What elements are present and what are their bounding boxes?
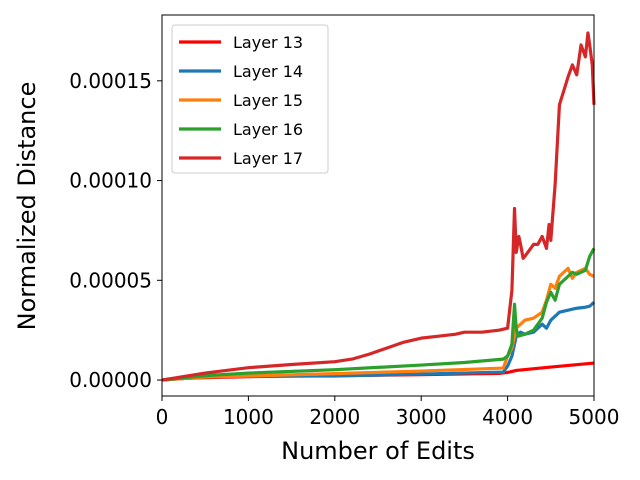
x-axis: 0 1000 2000 3000 4000 5000 bbox=[156, 396, 620, 429]
x-tick-label: 5000 bbox=[569, 405, 620, 429]
series-line-layer-17 bbox=[161, 31, 596, 382]
legend-label: Layer 17 bbox=[233, 149, 303, 168]
y-tick-label: 0.00015 bbox=[69, 69, 152, 93]
x-tick-label: 0 bbox=[156, 405, 169, 429]
x-tick-label: 4000 bbox=[482, 405, 533, 429]
legend-box bbox=[171, 24, 329, 174]
y-tick-label: 0.00000 bbox=[69, 368, 152, 392]
legend-label: Layer 13 bbox=[233, 33, 303, 52]
y-tick-label: 0.00010 bbox=[69, 169, 152, 193]
plot-frame bbox=[161, 14, 595, 397]
y-axis: 0.00000 0.00005 0.00010 0.00015 bbox=[69, 69, 162, 392]
series-line-layer-15 bbox=[161, 266, 595, 382]
x-tick-label: 2000 bbox=[309, 405, 360, 429]
series-line-layer-16 bbox=[161, 247, 596, 382]
series-layer bbox=[161, 31, 596, 382]
y-tick-label: 0.00005 bbox=[69, 268, 152, 292]
legend-label: Layer 14 bbox=[233, 62, 303, 81]
legend-label: Layer 15 bbox=[233, 91, 303, 110]
legend-label: Layer 16 bbox=[233, 120, 303, 139]
x-tick-label: 3000 bbox=[396, 405, 447, 429]
x-axis-title: Number of Edits bbox=[281, 437, 475, 465]
y-axis-title: Normalized Distance bbox=[13, 82, 41, 331]
x-tick-label: 1000 bbox=[223, 405, 274, 429]
legend: Layer 13 Layer 14 Layer 15 Layer 16 Layer 17 bbox=[171, 24, 329, 174]
